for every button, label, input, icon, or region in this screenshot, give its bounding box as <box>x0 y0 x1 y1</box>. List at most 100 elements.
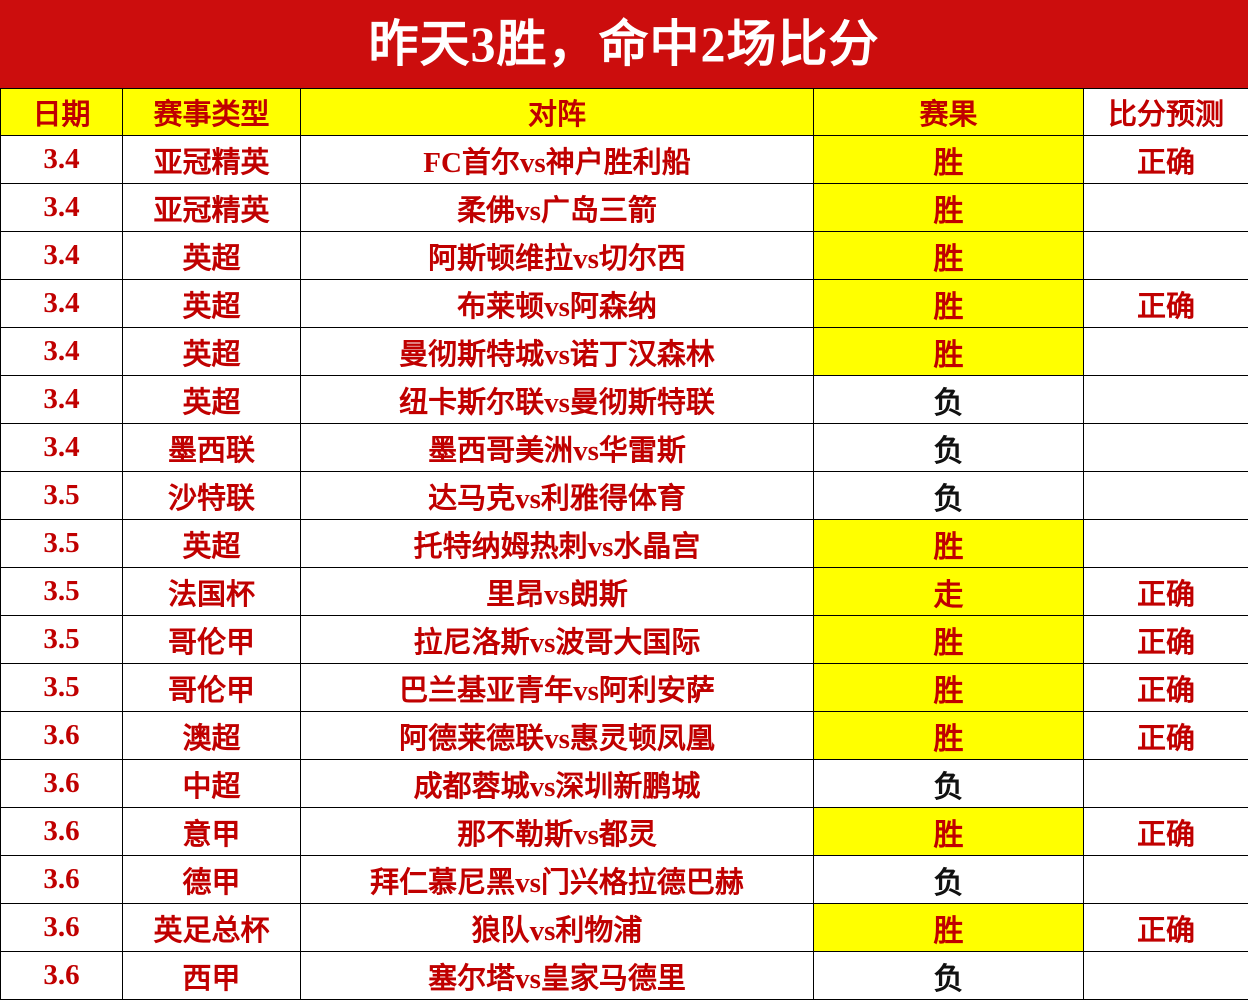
table-header: 日期 赛事类型 对阵 赛果 比分预测 <box>1 89 1248 136</box>
cell-matchup: 柔佛vs广岛三箭 <box>301 184 814 232</box>
cell-score-prediction <box>1084 232 1248 280</box>
column-header-match[interactable]: 对阵 <box>301 89 814 136</box>
column-header-competition[interactable]: 赛事类型 <box>123 89 301 136</box>
cell-competition: 沙特联 <box>123 472 301 520</box>
cell-score-prediction <box>1084 856 1248 904</box>
cell-date: 3.6 <box>1 712 123 760</box>
cell-score-prediction: 正确 <box>1084 616 1248 664</box>
cell-result: 走 <box>814 568 1084 616</box>
cell-result: 胜 <box>814 184 1084 232</box>
cell-matchup: 曼彻斯特城vs诺丁汉森林 <box>301 328 814 376</box>
cell-result: 负 <box>814 376 1084 424</box>
cell-date: 3.5 <box>1 616 123 664</box>
cell-matchup: 纽卡斯尔联vs曼彻斯特联 <box>301 376 814 424</box>
cell-score-prediction: 正确 <box>1084 808 1248 856</box>
cell-result: 胜 <box>814 616 1084 664</box>
cell-competition: 英超 <box>123 376 301 424</box>
cell-date: 3.5 <box>1 568 123 616</box>
cell-score-prediction: 正确 <box>1084 280 1248 328</box>
column-header-date[interactable]: 日期 <box>1 89 123 136</box>
cell-competition: 英足总杯 <box>123 904 301 952</box>
cell-matchup: 那不勒斯vs都灵 <box>301 808 814 856</box>
cell-matchup: 塞尔塔vs皇家马德里 <box>301 952 814 1000</box>
cell-result: 胜 <box>814 712 1084 760</box>
page-title: 昨天3胜，命中2场比分 <box>369 19 880 69</box>
cell-matchup: 拉尼洛斯vs波哥大国际 <box>301 616 814 664</box>
cell-result: 胜 <box>814 280 1084 328</box>
cell-date: 3.5 <box>1 664 123 712</box>
cell-matchup: 墨西哥美洲vs华雷斯 <box>301 424 814 472</box>
cell-competition: 英超 <box>123 280 301 328</box>
cell-result: 胜 <box>814 664 1084 712</box>
cell-matchup: 托特纳姆热刺vs水晶宫 <box>301 520 814 568</box>
cell-matchup: 里昂vs朗斯 <box>301 568 814 616</box>
cell-date: 3.4 <box>1 184 123 232</box>
cell-date: 3.4 <box>1 136 123 184</box>
cell-score-prediction <box>1084 760 1248 808</box>
cell-matchup: 成都蓉城vs深圳新鹏城 <box>301 760 814 808</box>
cell-competition: 英超 <box>123 520 301 568</box>
cell-competition: 英超 <box>123 232 301 280</box>
cell-result: 胜 <box>814 808 1084 856</box>
cell-result: 胜 <box>814 520 1084 568</box>
cell-date: 3.6 <box>1 856 123 904</box>
cell-competition: 德甲 <box>123 856 301 904</box>
column-header-score-prediction[interactable]: 比分预测 <box>1084 89 1248 136</box>
column-header-result[interactable]: 赛果 <box>814 89 1084 136</box>
cell-score-prediction: 正确 <box>1084 136 1248 184</box>
cell-result: 负 <box>814 472 1084 520</box>
cell-result: 负 <box>814 760 1084 808</box>
cell-score-prediction <box>1084 376 1248 424</box>
cell-score-prediction: 正确 <box>1084 664 1248 712</box>
cell-competition: 英超 <box>123 328 301 376</box>
cell-score-prediction: 正确 <box>1084 568 1248 616</box>
cell-result: 胜 <box>814 904 1084 952</box>
cell-date: 3.4 <box>1 280 123 328</box>
cell-competition: 哥伦甲 <box>123 616 301 664</box>
cell-result: 胜 <box>814 232 1084 280</box>
cell-matchup: 阿德莱德联vs惠灵顿凤凰 <box>301 712 814 760</box>
cell-score-prediction <box>1084 328 1248 376</box>
cell-date: 3.6 <box>1 952 123 1000</box>
cell-result: 胜 <box>814 328 1084 376</box>
cell-competition: 意甲 <box>123 808 301 856</box>
cell-result: 负 <box>814 424 1084 472</box>
cell-date: 3.4 <box>1 328 123 376</box>
table-header-row: 日期 赛事类型 对阵 赛果 比分预测 <box>1 89 1248 136</box>
cell-date: 3.4 <box>1 232 123 280</box>
cell-competition: 亚冠精英 <box>123 136 301 184</box>
cell-matchup: 布莱顿vs阿森纳 <box>301 280 814 328</box>
cell-competition: 法国杯 <box>123 568 301 616</box>
cell-competition: 澳超 <box>123 712 301 760</box>
cell-competition: 西甲 <box>123 952 301 1000</box>
cell-competition: 哥伦甲 <box>123 664 301 712</box>
cell-matchup: 拜仁慕尼黑vs门兴格拉德巴赫 <box>301 856 814 904</box>
cell-matchup: 达马克vs利雅得体育 <box>301 472 814 520</box>
cell-date: 3.4 <box>1 424 123 472</box>
cell-competition: 墨西联 <box>123 424 301 472</box>
cell-result: 负 <box>814 856 1084 904</box>
cell-score-prediction <box>1084 520 1248 568</box>
cell-date: 3.5 <box>1 520 123 568</box>
cell-score-prediction: 正确 <box>1084 904 1248 952</box>
cell-date: 3.6 <box>1 760 123 808</box>
cell-score-prediction <box>1084 424 1248 472</box>
cell-matchup: 阿斯顿维拉vs切尔西 <box>301 232 814 280</box>
